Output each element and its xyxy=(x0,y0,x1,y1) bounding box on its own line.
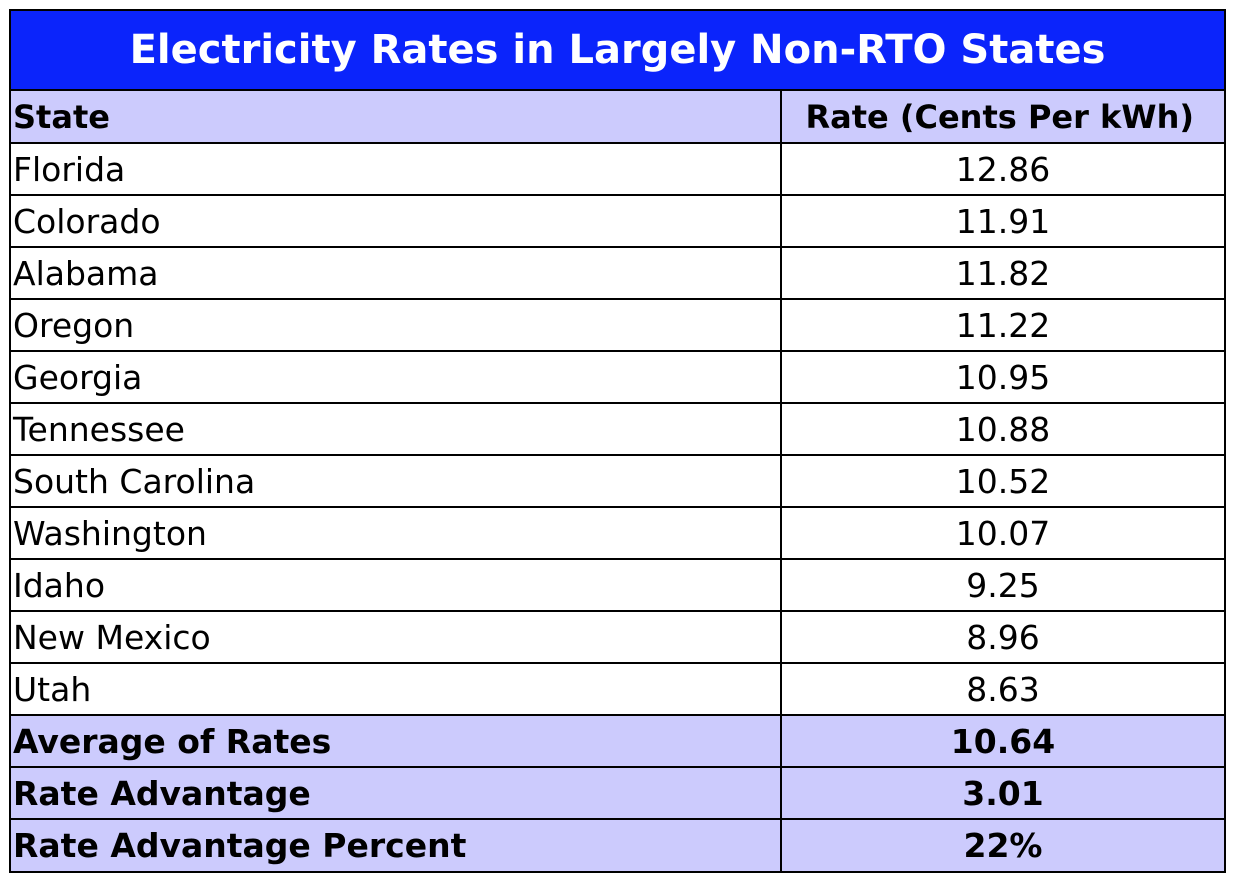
table-row: Florida 12.86 xyxy=(11,143,1224,196)
rates-table: State Rate (Cents Per kWh) Florida 12.86 C… xyxy=(11,91,1224,871)
state-cell: Tennessee xyxy=(11,403,782,456)
header-row: State Rate (Cents Per kWh) xyxy=(11,91,1224,144)
state-cell: Utah xyxy=(11,663,782,716)
state-cell: Alabama xyxy=(11,247,782,300)
rate-cell: 9.25 xyxy=(781,559,1224,612)
rates-table-sheet: Electricity Rates in Largely Non-RTO Sta… xyxy=(9,9,1226,873)
rate-cell: 11.82 xyxy=(781,247,1224,300)
state-cell: Oregon xyxy=(11,299,782,352)
rate-cell: 10.88 xyxy=(781,403,1224,456)
state-cell: Washington xyxy=(11,507,782,560)
table-row: Alabama 11.82 xyxy=(11,247,1224,300)
rate-cell: 10.07 xyxy=(781,507,1224,560)
summary-row: Rate Advantage Percent 22% xyxy=(11,819,1224,871)
summary-label-cell: Rate Advantage Percent xyxy=(11,819,782,871)
table-row: Colorado 11.91 xyxy=(11,195,1224,248)
rate-cell: 8.63 xyxy=(781,663,1224,716)
summary-label-cell: Rate Advantage xyxy=(11,767,782,820)
table-row: South Carolina 10.52 xyxy=(11,455,1224,508)
rate-cell: 10.52 xyxy=(781,455,1224,508)
table-row: Idaho 9.25 xyxy=(11,559,1224,612)
table-row: Washington 10.07 xyxy=(11,507,1224,560)
rate-cell: 11.22 xyxy=(781,299,1224,352)
summary-row: Rate Advantage 3.01 xyxy=(11,767,1224,820)
summary-row: Average of Rates 10.64 xyxy=(11,715,1224,768)
table-row: Oregon 11.22 xyxy=(11,299,1224,352)
rates-table-body: Florida 12.86 Colorado 11.91 Alabama 11.82 Ore… xyxy=(11,143,1224,871)
summary-value-cell: 3.01 xyxy=(781,767,1224,820)
state-cell: Idaho xyxy=(11,559,782,612)
rate-cell: 11.91 xyxy=(781,195,1224,248)
state-cell: Colorado xyxy=(11,195,782,248)
summary-value-cell: 10.64 xyxy=(781,715,1224,768)
state-cell: New Mexico xyxy=(11,611,782,664)
state-cell: Florida xyxy=(11,143,782,196)
state-cell: South Carolina xyxy=(11,455,782,508)
column-header-rate: Rate (Cents Per kWh) xyxy=(781,91,1224,144)
summary-value-cell: 22% xyxy=(781,819,1224,871)
table-row: Georgia 10.95 xyxy=(11,351,1224,404)
table-row: Tennessee 10.88 xyxy=(11,403,1224,456)
table-row: New Mexico 8.96 xyxy=(11,611,1224,664)
summary-label-cell: Average of Rates xyxy=(11,715,782,768)
rate-cell: 12.86 xyxy=(781,143,1224,196)
column-header-state: State xyxy=(11,91,782,144)
state-cell: Georgia xyxy=(11,351,782,404)
table-title: Electricity Rates in Largely Non-RTO Sta… xyxy=(11,11,1224,91)
table-row: Utah 8.63 xyxy=(11,663,1224,716)
rate-cell: 8.96 xyxy=(781,611,1224,664)
rate-cell: 10.95 xyxy=(781,351,1224,404)
